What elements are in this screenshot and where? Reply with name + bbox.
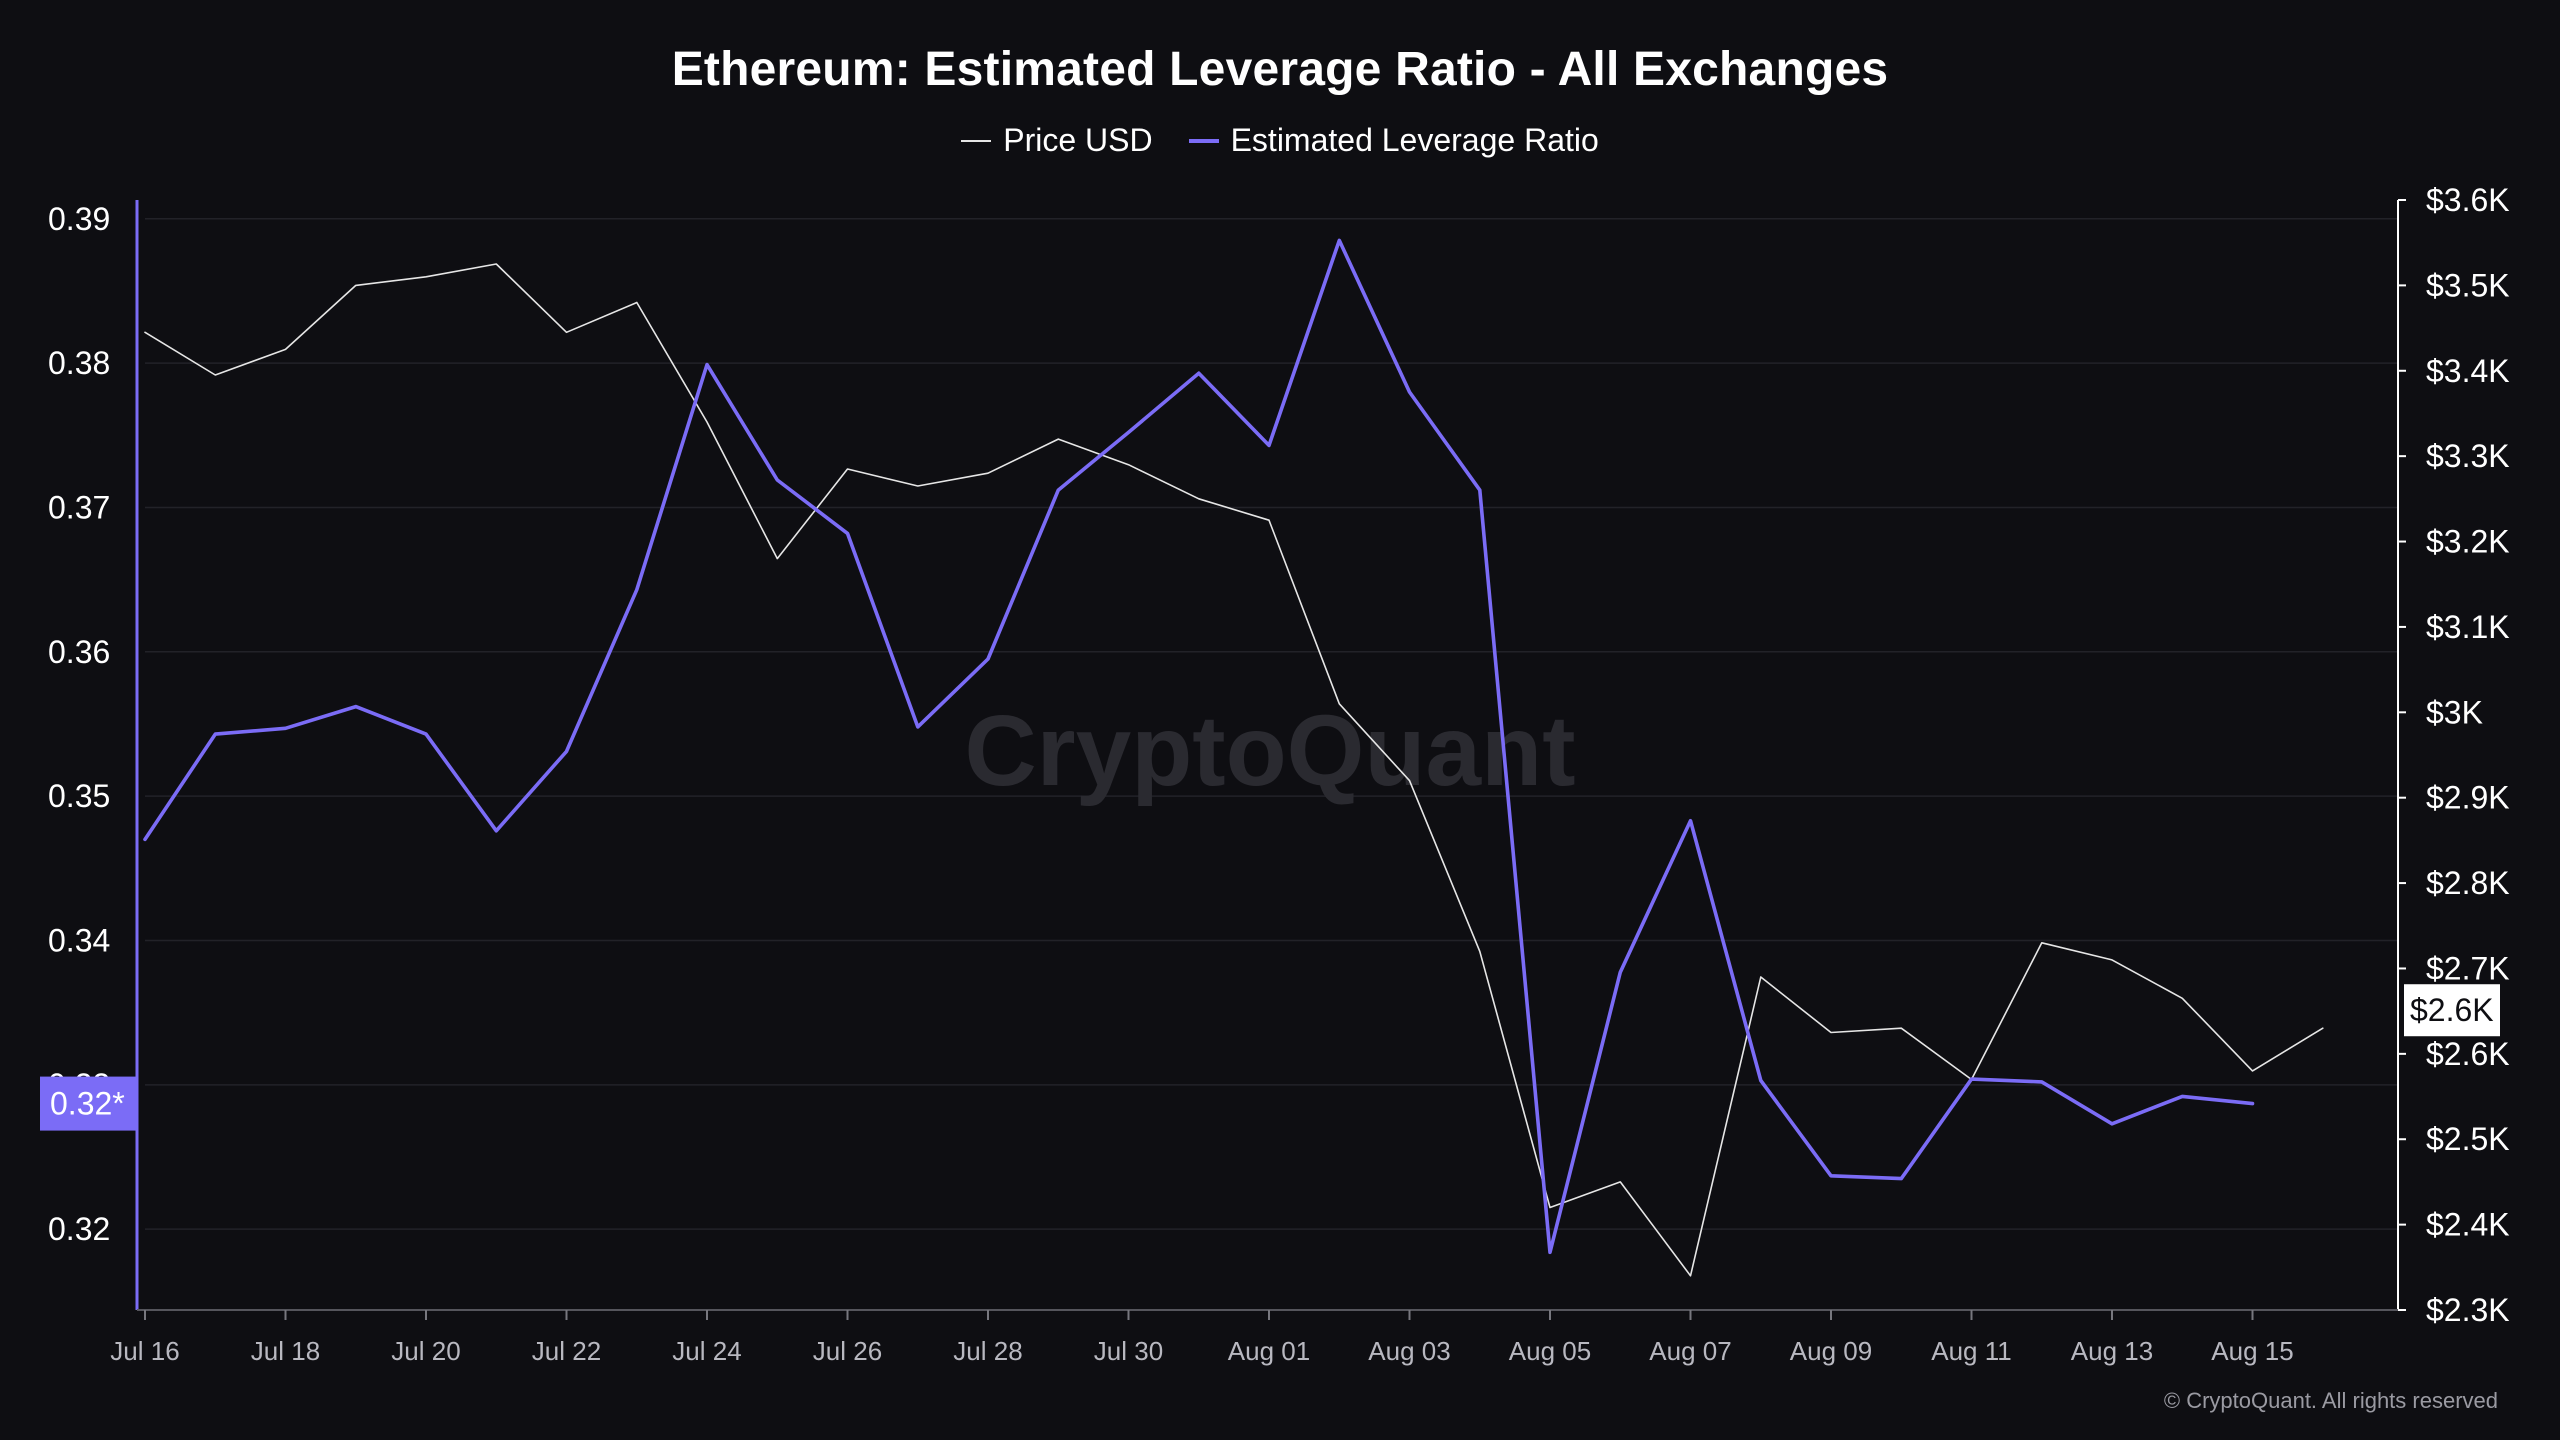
legend-item-price[interactable]: Price USD	[961, 122, 1153, 159]
right-axis-tick-13: $3.6K	[2426, 182, 2510, 218]
axis-labels: 0.320.330.340.350.360.370.380.39$2.3K$2.…	[40, 182, 2510, 1366]
right-axis-tick-10: $3.3K	[2426, 438, 2510, 474]
left-axis-tick-6: 0.38	[48, 345, 110, 381]
x-axis-tick-0: Jul 16	[110, 1336, 179, 1366]
copyright-text: © CryptoQuant. All rights reserved	[2163, 1388, 2498, 1413]
chart-title: Ethereum: Estimated Leverage Ratio - All…	[671, 43, 1889, 96]
series-lines[interactable]	[143, 238, 2324, 1277]
right-axis-tick-9: $3.2K	[2426, 524, 2510, 560]
price-usd-line[interactable]	[144, 263, 2324, 1277]
legend-swatch-price	[961, 139, 992, 142]
legend-item-ratio[interactable]: Estimated Leverage Ratio	[1188, 122, 1599, 159]
left-current-value-label: 0.32*	[50, 1086, 125, 1122]
right-axis-tick-12: $3.5K	[2426, 267, 2510, 303]
right-axis-tick-5: $2.8K	[2426, 865, 2510, 901]
right-axis-tick-4: $2.7K	[2426, 950, 2510, 986]
legend-label-ratio: Estimated Leverage Ratio	[1230, 122, 1599, 158]
left-axis-tick-0: 0.32	[48, 1211, 110, 1247]
x-axis-tick-13: Aug 11	[1931, 1336, 2011, 1366]
x-axis-tick-11: Aug 07	[1649, 1336, 1731, 1366]
x-axis-tick-12: Aug 09	[1790, 1336, 1872, 1366]
left-axis-tick-2: 0.34	[48, 922, 110, 958]
x-axis-tick-6: Jul 28	[953, 1336, 1022, 1366]
left-axis-tick-3: 0.35	[48, 778, 110, 814]
right-axis-tick-1: $2.4K	[2426, 1207, 2510, 1243]
x-axis-tick-2: Jul 20	[391, 1336, 460, 1366]
right-current-value-badge	[2404, 984, 2500, 1037]
x-axis-tick-5: Jul 26	[813, 1336, 882, 1366]
left-axis-tick-7: 0.39	[48, 201, 110, 237]
left-current-value-badge	[40, 1076, 137, 1131]
right-axis-tick-11: $3.4K	[2426, 353, 2510, 389]
right-axis-tick-8: $3.1K	[2426, 609, 2510, 645]
right-axis-tick-7: $3K	[2426, 694, 2483, 730]
leverage-ratio-line[interactable]	[143, 238, 2255, 1255]
watermark-text: CryptoQuant	[964, 695, 1575, 807]
x-axis-tick-15: Aug 15	[2211, 1336, 2293, 1366]
left-axis-tick-5: 0.37	[48, 489, 110, 525]
x-axis-tick-3: Jul 22	[532, 1336, 601, 1366]
x-axis-tick-10: Aug 05	[1509, 1336, 1591, 1366]
x-axis-tick-8: Aug 01	[1228, 1336, 1310, 1366]
legend-swatch-ratio	[1188, 138, 1219, 143]
left-axis-tick-4: 0.36	[48, 634, 110, 670]
x-axis-tick-7: Jul 30	[1094, 1336, 1163, 1366]
x-axis-tick-9: Aug 03	[1368, 1336, 1450, 1366]
right-axis-tick-0: $2.3K	[2426, 1292, 2510, 1328]
right-axis-tick-2: $2.5K	[2426, 1121, 2510, 1157]
grid-lines	[145, 218, 2398, 1230]
x-axis-tick-1: Jul 18	[251, 1336, 320, 1366]
right-axis-tick-3: $2.6K	[2426, 1036, 2510, 1072]
right-axis-tick-6: $2.9K	[2426, 780, 2510, 816]
right-current-value-label: $2.6K	[2410, 992, 2494, 1028]
legend-label-price: Price USD	[1003, 122, 1153, 158]
x-axis-tick-4: Jul 24	[672, 1336, 741, 1366]
x-axis-tick-14: Aug 13	[2071, 1336, 2153, 1366]
chart-legend: Price USD Estimated Leverage Ratio	[0, 122, 2560, 159]
